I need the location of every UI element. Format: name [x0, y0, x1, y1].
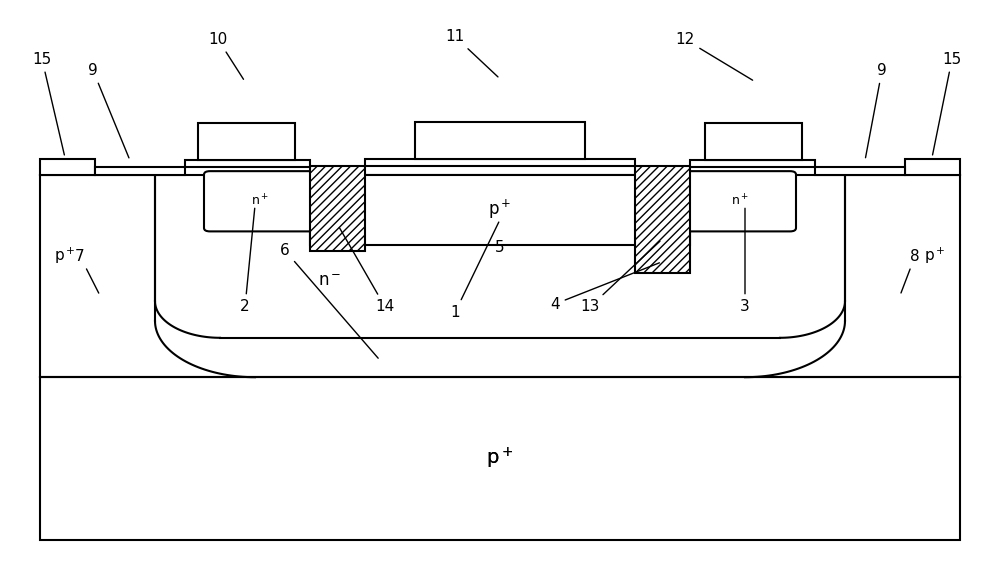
Text: 3: 3 [740, 208, 750, 314]
Bar [635, 166, 690, 273]
Text: 15: 15 [32, 52, 64, 155]
Text: 8: 8 [901, 249, 920, 293]
Bar [705, 123, 802, 160]
Bar [690, 160, 815, 167]
Text: 11: 11 [445, 29, 498, 77]
FancyBboxPatch shape [204, 171, 316, 231]
Text: 12: 12 [675, 32, 753, 80]
Bar [40, 159, 95, 175]
Text: n$^+$: n$^+$ [251, 194, 269, 209]
FancyBboxPatch shape [684, 171, 796, 231]
Text: 10: 10 [208, 32, 244, 79]
Bar [365, 159, 635, 166]
Text: n$^+$: n$^+$ [731, 194, 749, 209]
Text: p$^+$: p$^+$ [486, 446, 514, 471]
Text: 6: 6 [280, 243, 378, 358]
Text: 15: 15 [933, 52, 962, 155]
Bar [815, 167, 905, 175]
Bar [415, 122, 585, 159]
Bar [40, 377, 960, 540]
Text: 2: 2 [240, 208, 255, 314]
Text: p$^+$: p$^+$ [924, 246, 946, 266]
Text: 7: 7 [75, 249, 99, 293]
Text: p$^+$: p$^+$ [54, 246, 76, 266]
Text: 5: 5 [495, 240, 505, 255]
Text: 9: 9 [88, 63, 129, 158]
Text: n$^-$: n$^-$ [318, 272, 342, 291]
Bar [185, 160, 310, 167]
Text: 13: 13 [580, 241, 660, 314]
Text: 4: 4 [550, 263, 659, 311]
Bar [198, 123, 295, 160]
Bar [310, 175, 690, 245]
Text: 9: 9 [866, 63, 887, 158]
Bar [95, 167, 185, 175]
Bar [310, 166, 365, 251]
Text: 1: 1 [450, 222, 499, 320]
Text: 14: 14 [339, 227, 395, 314]
Text: p$^+$: p$^+$ [486, 446, 514, 471]
Bar [905, 159, 960, 175]
Text: p$^+$: p$^+$ [488, 198, 512, 221]
